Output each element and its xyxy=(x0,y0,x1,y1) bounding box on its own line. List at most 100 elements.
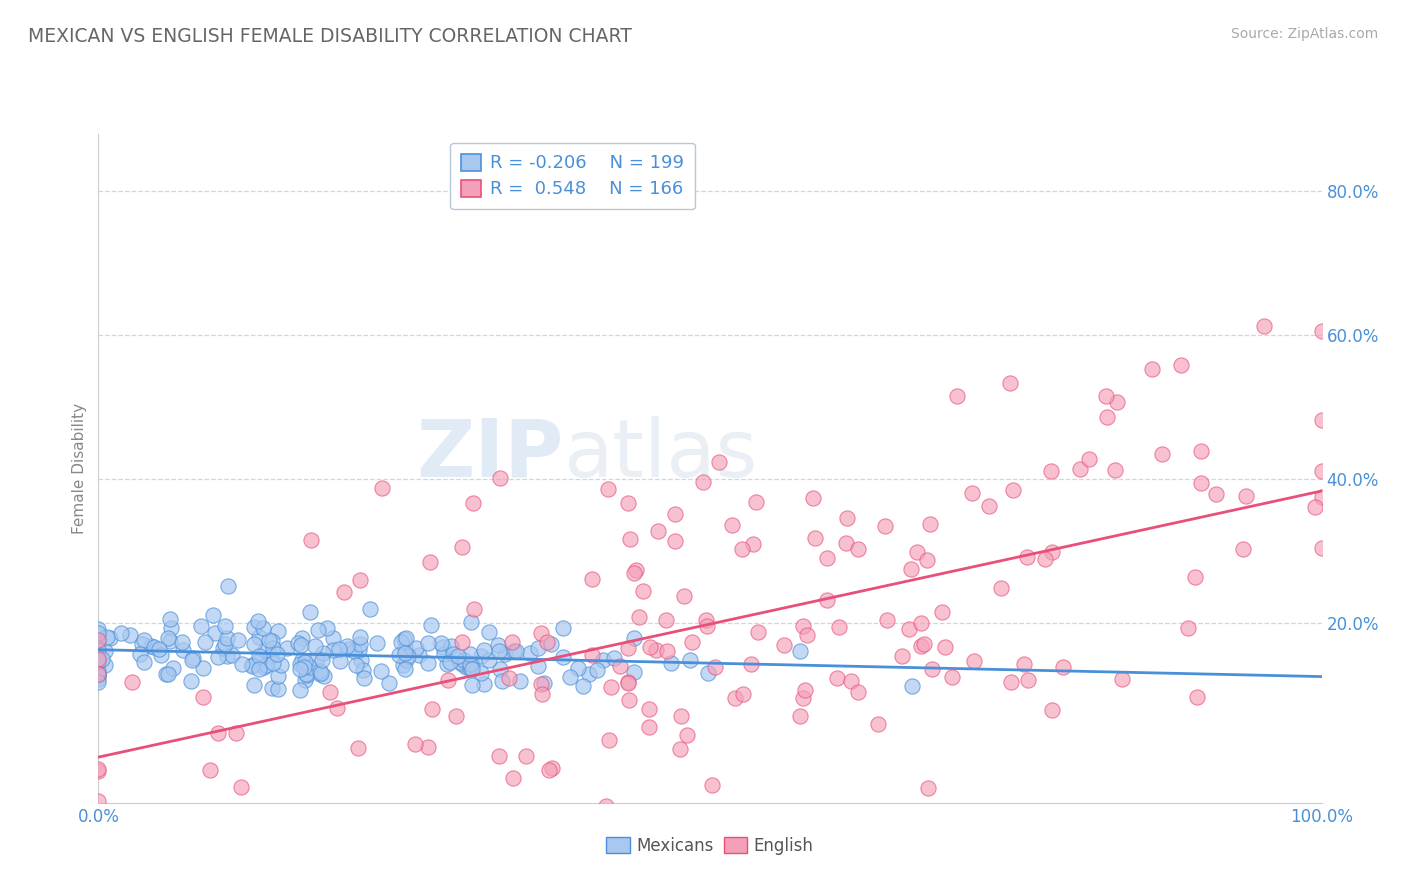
Point xyxy=(468,839,491,854)
Point xyxy=(551,621,574,635)
Point xyxy=(505,644,527,658)
Point xyxy=(87,647,110,661)
Point xyxy=(692,475,714,489)
Point xyxy=(336,639,359,653)
Point xyxy=(441,648,464,662)
Point xyxy=(416,635,439,649)
Point xyxy=(444,709,467,723)
Point xyxy=(538,763,561,777)
Point xyxy=(110,625,132,640)
Point xyxy=(87,673,110,687)
Point xyxy=(804,531,827,545)
Point xyxy=(527,641,550,656)
Point xyxy=(404,737,426,751)
Point xyxy=(288,657,311,671)
Point xyxy=(420,702,443,716)
Point xyxy=(451,657,474,671)
Point xyxy=(835,536,858,550)
Point xyxy=(669,742,692,756)
Point xyxy=(491,673,513,688)
Point xyxy=(156,631,179,645)
Point xyxy=(498,671,520,685)
Text: atlas: atlas xyxy=(564,416,758,494)
Point xyxy=(669,709,692,723)
Point xyxy=(359,601,381,615)
Point xyxy=(742,537,765,551)
Point xyxy=(243,620,266,634)
Point xyxy=(262,681,284,695)
Point xyxy=(333,585,356,599)
Point xyxy=(87,632,110,647)
Point xyxy=(696,619,718,633)
Point xyxy=(419,555,441,569)
Point xyxy=(418,656,440,670)
Point xyxy=(294,655,316,669)
Point xyxy=(288,682,311,697)
Point xyxy=(910,615,932,630)
Point xyxy=(1140,362,1163,376)
Point xyxy=(87,643,110,657)
Point xyxy=(470,666,492,681)
Point xyxy=(745,494,768,508)
Point xyxy=(486,638,509,652)
Point xyxy=(392,658,415,673)
Point xyxy=(1253,318,1275,333)
Point xyxy=(96,630,118,644)
Point xyxy=(450,541,472,555)
Point xyxy=(307,652,329,666)
Point xyxy=(905,545,928,559)
Point xyxy=(287,636,309,650)
Point xyxy=(990,581,1012,595)
Point xyxy=(1015,549,1038,564)
Point xyxy=(207,726,229,740)
Point xyxy=(252,621,274,635)
Point xyxy=(430,636,453,650)
Point xyxy=(294,673,316,687)
Point xyxy=(920,517,942,532)
Point xyxy=(603,651,626,665)
Point xyxy=(815,551,838,566)
Point xyxy=(142,640,165,654)
Point xyxy=(437,673,460,688)
Point xyxy=(1310,541,1333,555)
Point xyxy=(488,662,510,676)
Point xyxy=(1052,660,1074,674)
Point xyxy=(191,690,214,704)
Point xyxy=(87,626,110,640)
Point xyxy=(328,641,350,656)
Point xyxy=(533,676,555,690)
Point xyxy=(915,552,938,566)
Point xyxy=(910,639,932,653)
Point xyxy=(246,614,269,628)
Point xyxy=(460,615,482,629)
Point xyxy=(366,636,388,650)
Point xyxy=(87,667,110,681)
Point xyxy=(299,533,322,547)
Point xyxy=(260,648,283,663)
Point xyxy=(1104,463,1126,477)
Point xyxy=(792,619,814,633)
Point xyxy=(815,592,838,607)
Point xyxy=(337,641,360,656)
Point xyxy=(825,671,848,685)
Point xyxy=(721,518,744,533)
Point xyxy=(198,763,221,777)
Point xyxy=(87,667,110,681)
Point xyxy=(934,640,956,654)
Point xyxy=(217,579,239,593)
Point xyxy=(394,662,416,676)
Point xyxy=(352,663,374,677)
Point xyxy=(87,632,110,647)
Point xyxy=(654,613,676,627)
Point xyxy=(212,641,235,656)
Point xyxy=(87,622,110,636)
Point xyxy=(1205,487,1227,501)
Point xyxy=(731,541,754,556)
Point xyxy=(343,644,366,658)
Point xyxy=(242,637,264,651)
Point xyxy=(87,763,110,777)
Point xyxy=(578,666,600,681)
Point xyxy=(740,657,762,672)
Point xyxy=(655,644,678,658)
Point xyxy=(647,524,669,538)
